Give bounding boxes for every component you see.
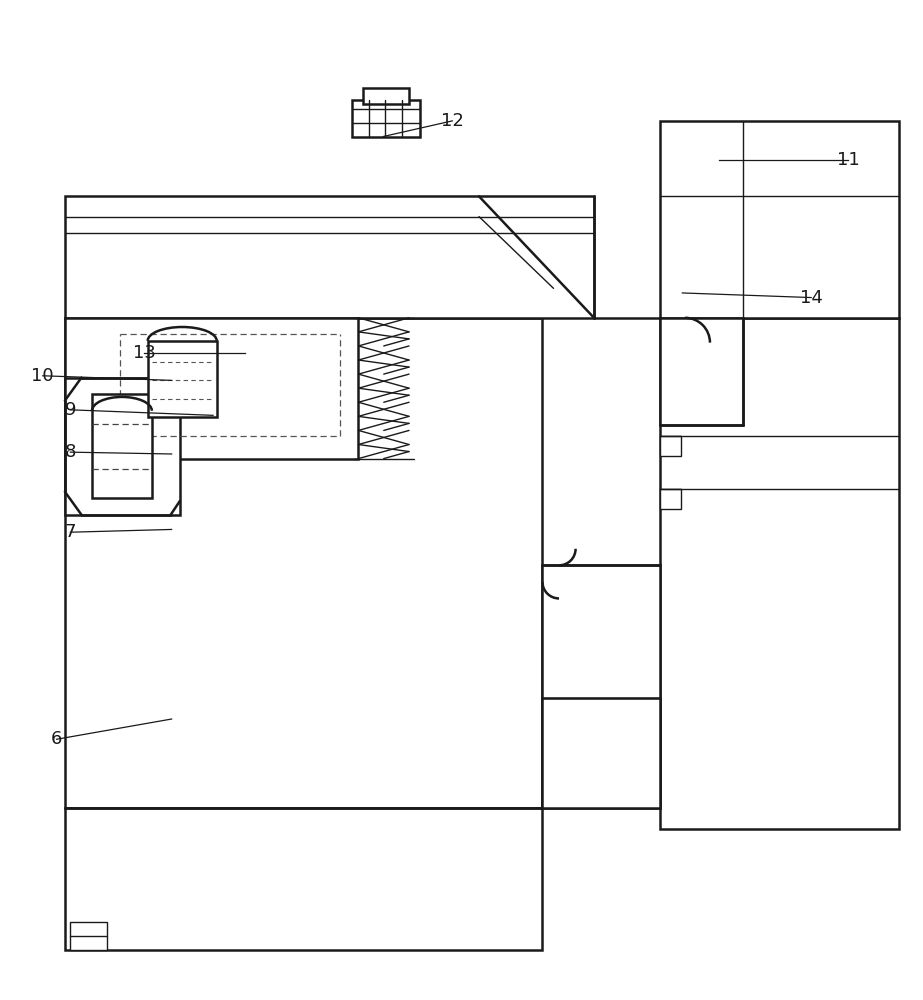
Text: 13: 13 [133, 344, 155, 362]
Text: 7: 7 [65, 523, 77, 541]
Bar [543, 565, 660, 808]
Bar [65, 378, 180, 515]
Text: 14: 14 [799, 289, 822, 307]
Text: 9: 9 [65, 401, 77, 419]
Bar [543, 698, 660, 808]
Bar [660, 489, 680, 509]
Bar [65, 318, 358, 459]
Text: 12: 12 [441, 112, 463, 130]
Bar [148, 341, 217, 417]
Bar [660, 436, 680, 456]
Text: 11: 11 [836, 151, 859, 169]
Text: 6: 6 [51, 730, 62, 748]
Bar [660, 318, 743, 425]
Bar [65, 808, 543, 950]
Bar [660, 121, 899, 318]
Bar [65, 196, 594, 318]
Bar [65, 318, 543, 808]
Bar [363, 88, 409, 104]
Bar [352, 100, 420, 137]
Text: 8: 8 [65, 443, 76, 461]
Bar [70, 922, 107, 950]
Bar [92, 394, 152, 498]
Text: 10: 10 [31, 367, 54, 385]
Bar [660, 318, 899, 829]
